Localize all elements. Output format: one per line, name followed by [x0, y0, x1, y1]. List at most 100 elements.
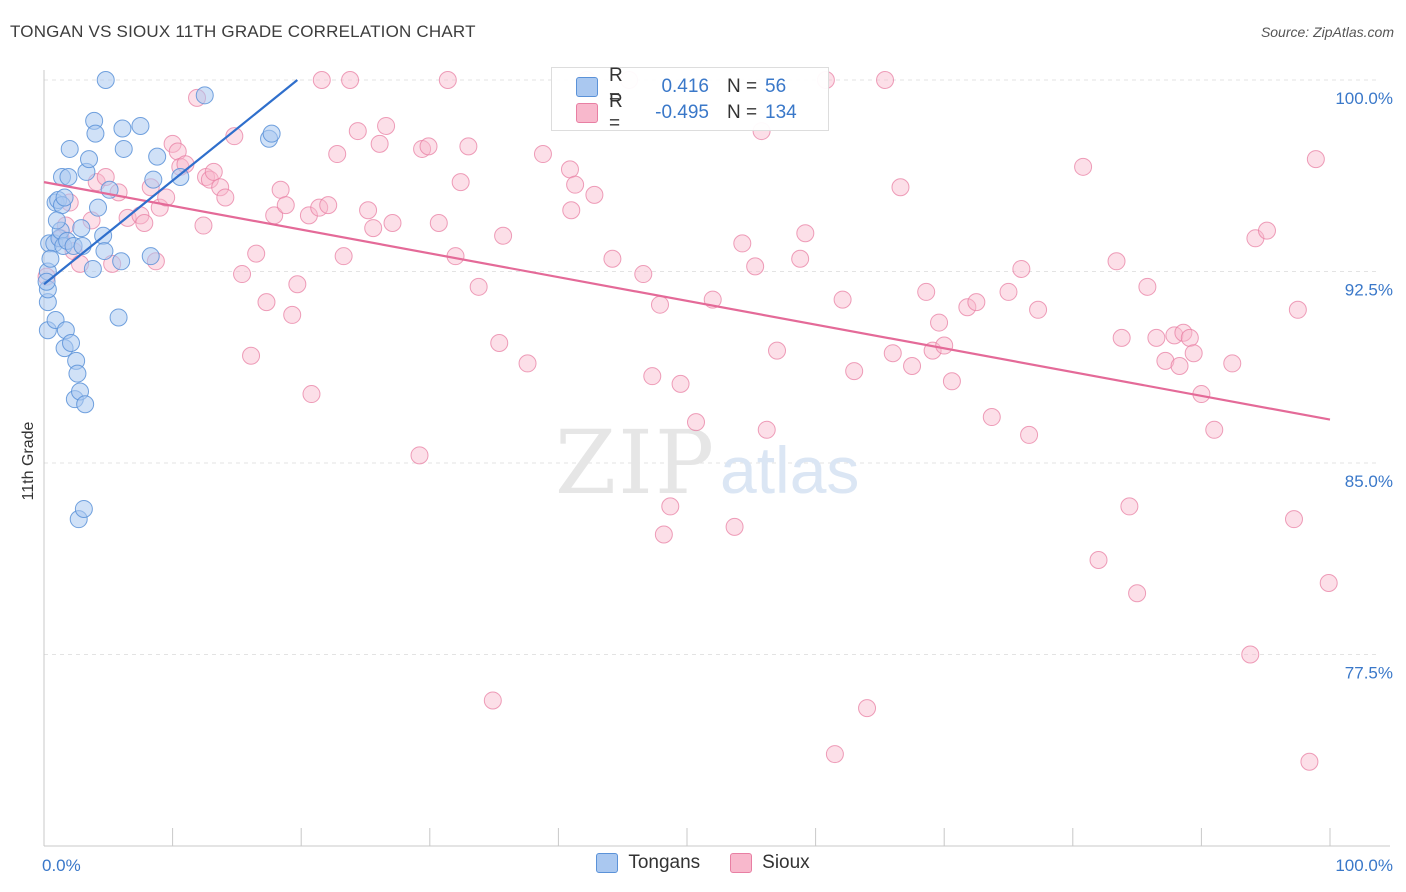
sioux-point: [233, 265, 252, 284]
sioux-point: [942, 372, 961, 391]
sioux-point: [1184, 344, 1203, 363]
tongan-point: [109, 308, 128, 327]
sioux-point: [157, 188, 176, 207]
tongan-point: [60, 139, 79, 158]
sioux-point: [654, 525, 673, 544]
sioux-point: [917, 282, 936, 301]
tongan-trendline: [43, 79, 299, 286]
sioux-point: [319, 196, 338, 215]
tongan-point: [76, 395, 95, 414]
tongan-point: [96, 71, 115, 89]
y-tick-label: 100.0%: [1335, 89, 1393, 108]
sioux-point: [1107, 252, 1126, 271]
sioux-point: [1147, 328, 1166, 347]
sioux-point: [1241, 645, 1260, 664]
tongan-points: [37, 71, 281, 529]
sioux-point: [225, 127, 244, 146]
sioux-point: [1089, 551, 1108, 570]
sioux-point: [643, 367, 662, 386]
sioux-point: [883, 344, 902, 363]
chart-title: TONGAN VS SIOUX 11TH GRADE CORRELATION C…: [10, 22, 476, 41]
sioux-point: [1020, 425, 1039, 444]
sioux-point: [562, 201, 581, 220]
sioux-point: [845, 362, 864, 381]
sioux-points: [37, 71, 1338, 771]
legend-item-sioux[interactable]: Sioux: [730, 852, 810, 874]
sioux-point: [967, 293, 986, 312]
tongan-point: [68, 364, 87, 383]
sioux-point: [288, 275, 307, 294]
sioux-point: [930, 313, 949, 332]
sioux-point: [1012, 259, 1031, 278]
correlation-legend: R = 0.416 N = 56 R = -0.495 N = 134: [551, 65, 829, 134]
sioux-point: [490, 333, 509, 352]
n-value: 56: [765, 76, 787, 97]
sioux-point: [1306, 150, 1325, 169]
sioux-point: [419, 137, 438, 156]
sioux-point: [1257, 221, 1276, 240]
tongan-point: [80, 150, 99, 169]
sioux-point: [204, 162, 223, 181]
tongan-point: [47, 211, 66, 230]
tongan-point: [55, 188, 74, 207]
sioux-point: [1319, 574, 1338, 593]
tongan-point: [195, 86, 214, 105]
tongan-point: [86, 124, 105, 143]
sioux-point: [796, 224, 815, 243]
sioux-legend-swatch: [730, 853, 753, 873]
watermark-atlas: atlas: [720, 433, 859, 507]
series-legend: Tongans Sioux: [0, 852, 1406, 874]
tongan-point: [171, 168, 190, 187]
r-label: R =: [609, 91, 623, 134]
sioux-point: [135, 213, 154, 232]
sioux-point: [891, 178, 910, 197]
trendlines: [43, 79, 1331, 421]
sioux-point: [1223, 354, 1242, 373]
sioux-point: [483, 691, 502, 710]
sioux-point: [1138, 277, 1157, 296]
legend-row-sioux: R = -0.495 N = 134: [552, 91, 809, 134]
tongan-point: [262, 124, 281, 143]
sioux-point: [257, 293, 276, 312]
sioux-point: [1170, 356, 1189, 375]
sioux-point: [858, 699, 877, 718]
sioux-point: [211, 178, 230, 197]
tongan-point: [59, 168, 78, 187]
sioux-point: [757, 420, 776, 439]
sioux-point: [533, 145, 552, 164]
sioux-point: [328, 145, 347, 164]
sioux-point: [999, 282, 1018, 301]
sioux-point: [1120, 497, 1139, 516]
tongan-point: [74, 499, 93, 518]
sioux-point: [518, 354, 537, 373]
legend-item-tongans[interactable]: Tongans: [596, 852, 700, 874]
sioux-point: [302, 385, 321, 404]
sioux-point: [299, 206, 318, 225]
sioux-point: [1156, 351, 1175, 370]
legend-label-tongans: Tongans: [628, 852, 701, 873]
sioux-point: [566, 175, 585, 194]
sioux-point: [1284, 510, 1303, 529]
tongan-point: [83, 259, 102, 278]
legend-row-tongans: R = 0.416 N = 56: [552, 65, 809, 108]
sioux-point: [276, 196, 295, 215]
tongan-point: [148, 147, 167, 166]
tongan-point: [41, 249, 60, 268]
sioux-point: [383, 213, 402, 232]
sioux-point: [560, 160, 579, 179]
tongan-point: [141, 247, 160, 266]
sioux-point: [312, 71, 331, 89]
sioux-point: [438, 71, 457, 89]
sioux-point: [429, 213, 448, 232]
n-label: N =: [727, 102, 758, 123]
tongan-point: [62, 333, 81, 352]
sioux-point: [341, 71, 360, 89]
r-value: -0.495: [655, 102, 709, 123]
sioux-point: [650, 295, 669, 314]
sioux-point: [469, 277, 488, 296]
sioux-point: [459, 137, 478, 156]
sioux-point: [903, 356, 922, 375]
y-tick-label: 92.5%: [1345, 281, 1393, 300]
sioux-point: [982, 408, 1001, 427]
sioux-point: [377, 116, 396, 135]
